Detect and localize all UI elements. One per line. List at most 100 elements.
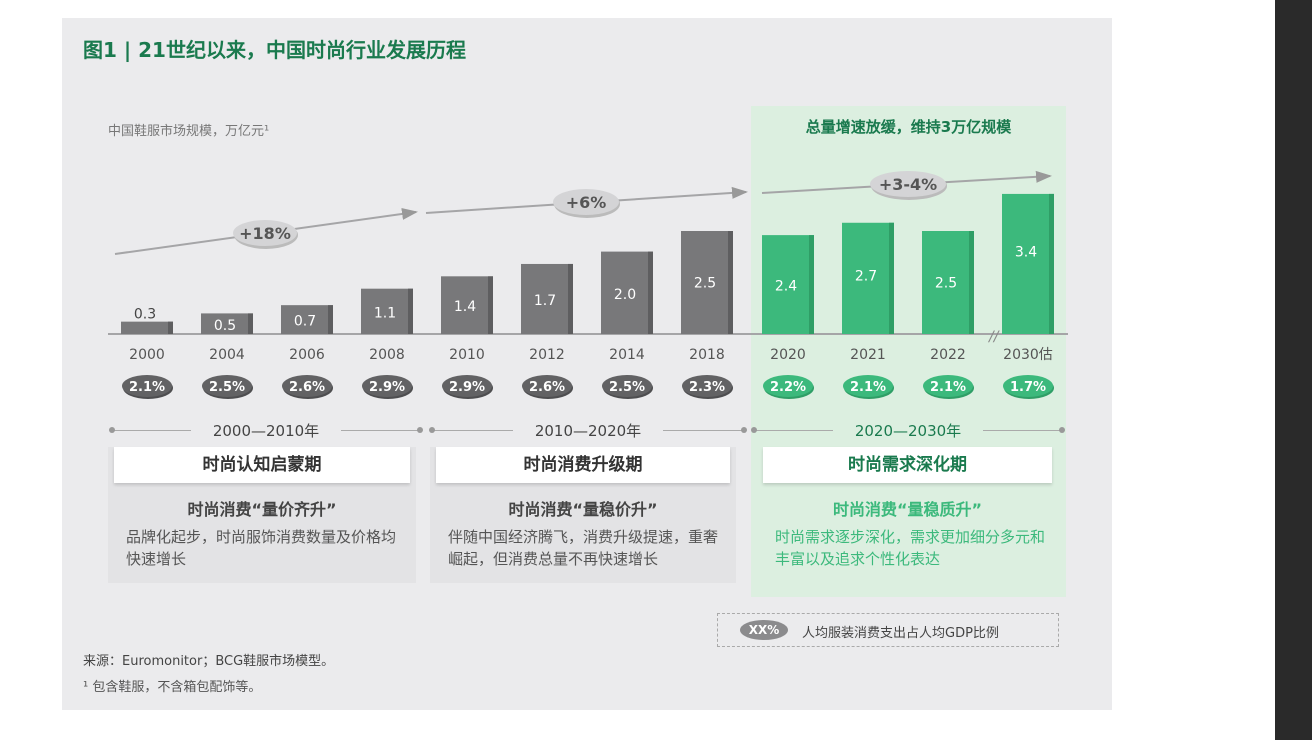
bar (521, 263, 573, 334)
gdp-share-pill (362, 375, 412, 397)
x-tick-label: 2018 (689, 347, 725, 363)
gdp-share-value: 2.6% (289, 380, 325, 395)
bar (922, 231, 974, 334)
bar-value-label: 1.1 (374, 305, 396, 321)
scrollbar-area (1275, 0, 1312, 740)
gdp-share-pill (843, 375, 893, 397)
bar (121, 321, 173, 334)
gdp-share-value: 2.9% (449, 380, 485, 395)
bar-side (328, 305, 333, 334)
bar-value-label: 0.5 (214, 318, 236, 334)
gdp-share-pill (1003, 375, 1053, 397)
era-description: 伴随中国经济腾飞，消费升级提速，重奢崛起，但消费总量不再快速增长 (448, 528, 719, 568)
era-range: 2000—2010年 (191, 420, 341, 441)
growth-annotation: +6% (566, 193, 607, 212)
gdp-share-pill (522, 375, 572, 397)
bar-side (248, 313, 253, 334)
era-description: 品牌化起步，时尚服饰消费数量及价格均快速增长 (126, 528, 397, 568)
era-phase-title: 时尚需求深化期 (763, 447, 1052, 483)
x-tick-label: 2020 (770, 347, 806, 363)
growth-badge (233, 220, 297, 246)
bar-value-label: 2.0 (614, 287, 636, 303)
gdp-share-value: 2.1% (129, 380, 165, 395)
bar-side (809, 235, 814, 334)
gdp-share-value: 2.6% (529, 380, 565, 395)
growth-annotation: +18% (239, 224, 291, 243)
x-tick-label: 2021 (850, 347, 886, 363)
x-tick-label: 2006 (289, 347, 325, 363)
gdp-share-pill (602, 375, 652, 397)
legend-text: 人均服装消费支出占人均GDP比例 (802, 626, 999, 641)
x-tick-label: 2010 (449, 347, 485, 363)
bar-value-label: 1.4 (454, 299, 476, 315)
x-tick-label: 2014 (609, 347, 645, 363)
growth-badge (870, 171, 946, 197)
bar (281, 305, 333, 334)
y-axis-label: 中国鞋服市场规模，万亿元¹ (108, 124, 270, 139)
figure-title: 图1 | 21世纪以来，中国时尚行业发展历程 (83, 38, 466, 62)
bar-side (969, 231, 974, 334)
gdp-share-value: 2.9% (369, 380, 405, 395)
era-line-dot (1059, 427, 1065, 433)
era-phase-title: 时尚认知启蒙期 (114, 447, 410, 483)
bar-value-label: 0.3 (134, 307, 156, 323)
bar (762, 235, 814, 334)
growth-badge (553, 189, 619, 215)
x-tick-label: 2008 (369, 347, 405, 363)
bar-value-label: 1.7 (534, 293, 556, 309)
gdp-share-value: 1.7% (1010, 380, 1046, 395)
gdp-share-pill (923, 375, 973, 397)
bar-side (568, 263, 573, 334)
bar-value-label: 2.4 (775, 279, 797, 295)
bar (201, 313, 253, 334)
bar (842, 222, 894, 334)
axis-break-icon: // (987, 329, 1000, 345)
x-tick-label: 2012 (529, 347, 565, 363)
bar-value-label: 2.5 (694, 276, 716, 292)
bar-value-label: 2.5 (935, 276, 957, 292)
era-range: 2020—2030年 (833, 420, 983, 441)
bar (441, 276, 493, 334)
gdp-share-pill (682, 375, 732, 397)
gdp-share-value: 2.1% (930, 380, 966, 395)
era-subtitle: 时尚消费“量稳质升” (832, 500, 983, 519)
x-tick-label: 2000 (129, 347, 165, 363)
forecast-header: 总量增速放缓，维持3万亿规模 (805, 118, 1012, 136)
bar (601, 251, 653, 334)
gdp-share-value: 2.5% (209, 380, 245, 395)
bar-side (408, 288, 413, 334)
gdp-share-value: 2.1% (850, 380, 886, 395)
era-line-dot (417, 427, 423, 433)
bar-side (1049, 193, 1054, 334)
gdp-share-value: 2.3% (689, 380, 725, 395)
bar-value-label: 2.7 (855, 269, 877, 285)
bar-value-label: 3.4 (1015, 245, 1037, 261)
footnote: ¹ 包含鞋服，不含箱包配饰等。 (83, 680, 262, 695)
x-tick-label: 2004 (209, 347, 245, 363)
bar-side (488, 276, 493, 334)
legend-pill: XX% (740, 620, 788, 640)
bar-side (728, 231, 733, 334)
bar (1002, 193, 1054, 334)
gdp-share-pill (282, 375, 332, 397)
bar-side (168, 321, 173, 334)
growth-annotation: +3-4% (879, 175, 937, 194)
gdp-share-value: 2.2% (770, 380, 806, 395)
source-note: 来源：Euromonitor；BCG鞋服市场模型。 (83, 654, 335, 669)
x-tick-label: 2022 (930, 347, 966, 363)
gdp-share-pill (763, 375, 813, 397)
era-line-dot (109, 427, 115, 433)
legend: XX% 人均服装消费支出占人均GDP比例 (717, 613, 1059, 647)
era-line-dot (741, 427, 747, 433)
era-phase-title: 时尚消费升级期 (436, 447, 730, 483)
era-line-dot (751, 427, 757, 433)
bar-value-label: 0.7 (294, 314, 316, 330)
gdp-share-pill (122, 375, 172, 397)
gdp-share-pill (202, 375, 252, 397)
era-line-dot (429, 427, 435, 433)
era-range: 2010—2020年 (513, 420, 663, 441)
x-tick-label: 2030估 (1003, 347, 1053, 363)
bar (361, 288, 413, 334)
gdp-share-value: 2.5% (609, 380, 645, 395)
